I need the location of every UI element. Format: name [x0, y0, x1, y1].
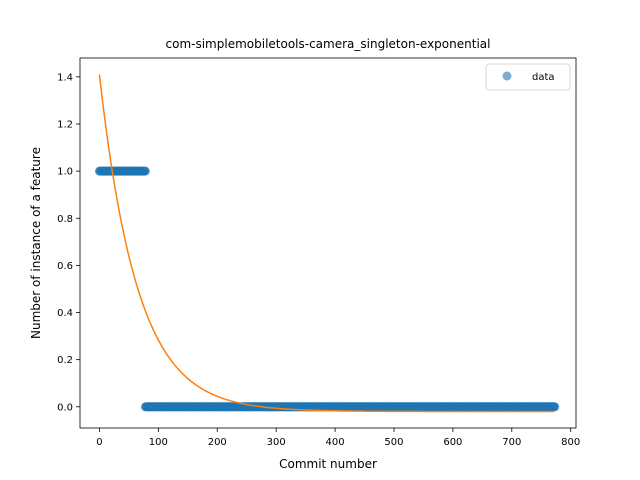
plot-frame [79, 57, 577, 429]
y-axis-ticks: 0.0 0.2 0.4 0.6 0.8 1.0 1.2 1.4 [57, 72, 80, 413]
exponential-fit-line [98, 74, 555, 413]
y-tick-label: 0.8 [57, 214, 73, 225]
x-tick-label: 300 [267, 437, 286, 448]
y-tick-label: 1.4 [57, 72, 73, 83]
legend-box [485, 63, 571, 91]
x-tick-label: 600 [443, 437, 462, 448]
y-tick-label: 1.0 [57, 167, 73, 178]
legend-marker-data [502, 71, 512, 81]
x-axis-ticks: 0 100 200 300 400 500 600 700 800 [96, 428, 580, 448]
y-tick-label: 0.0 [57, 402, 73, 413]
legend: data [485, 63, 571, 91]
x-tick-label: 0 [96, 437, 102, 448]
chart-title: com-simplemobiletools-camera_singleton-e… [166, 37, 491, 51]
data-point [550, 402, 560, 412]
data-series [94, 166, 560, 412]
plot-area [80, 58, 576, 428]
y-tick-label: 1.2 [57, 119, 73, 130]
x-tick-label: 500 [384, 437, 403, 448]
y-tick-label: 0.6 [57, 261, 73, 272]
legend-label-data: data [532, 72, 555, 83]
x-tick-label: 400 [326, 437, 345, 448]
y-tick-label: 0.4 [57, 308, 73, 319]
x-axis-label: Commit number [279, 457, 377, 471]
x-tick-label: 100 [149, 437, 168, 448]
x-tick-label: 200 [208, 437, 227, 448]
y-axis-label: Number of instance of a feature [29, 147, 43, 339]
x-tick-label: 700 [502, 437, 521, 448]
y-tick-label: 0.2 [57, 355, 73, 366]
x-tick-label: 800 [561, 437, 580, 448]
data-point [140, 166, 150, 176]
